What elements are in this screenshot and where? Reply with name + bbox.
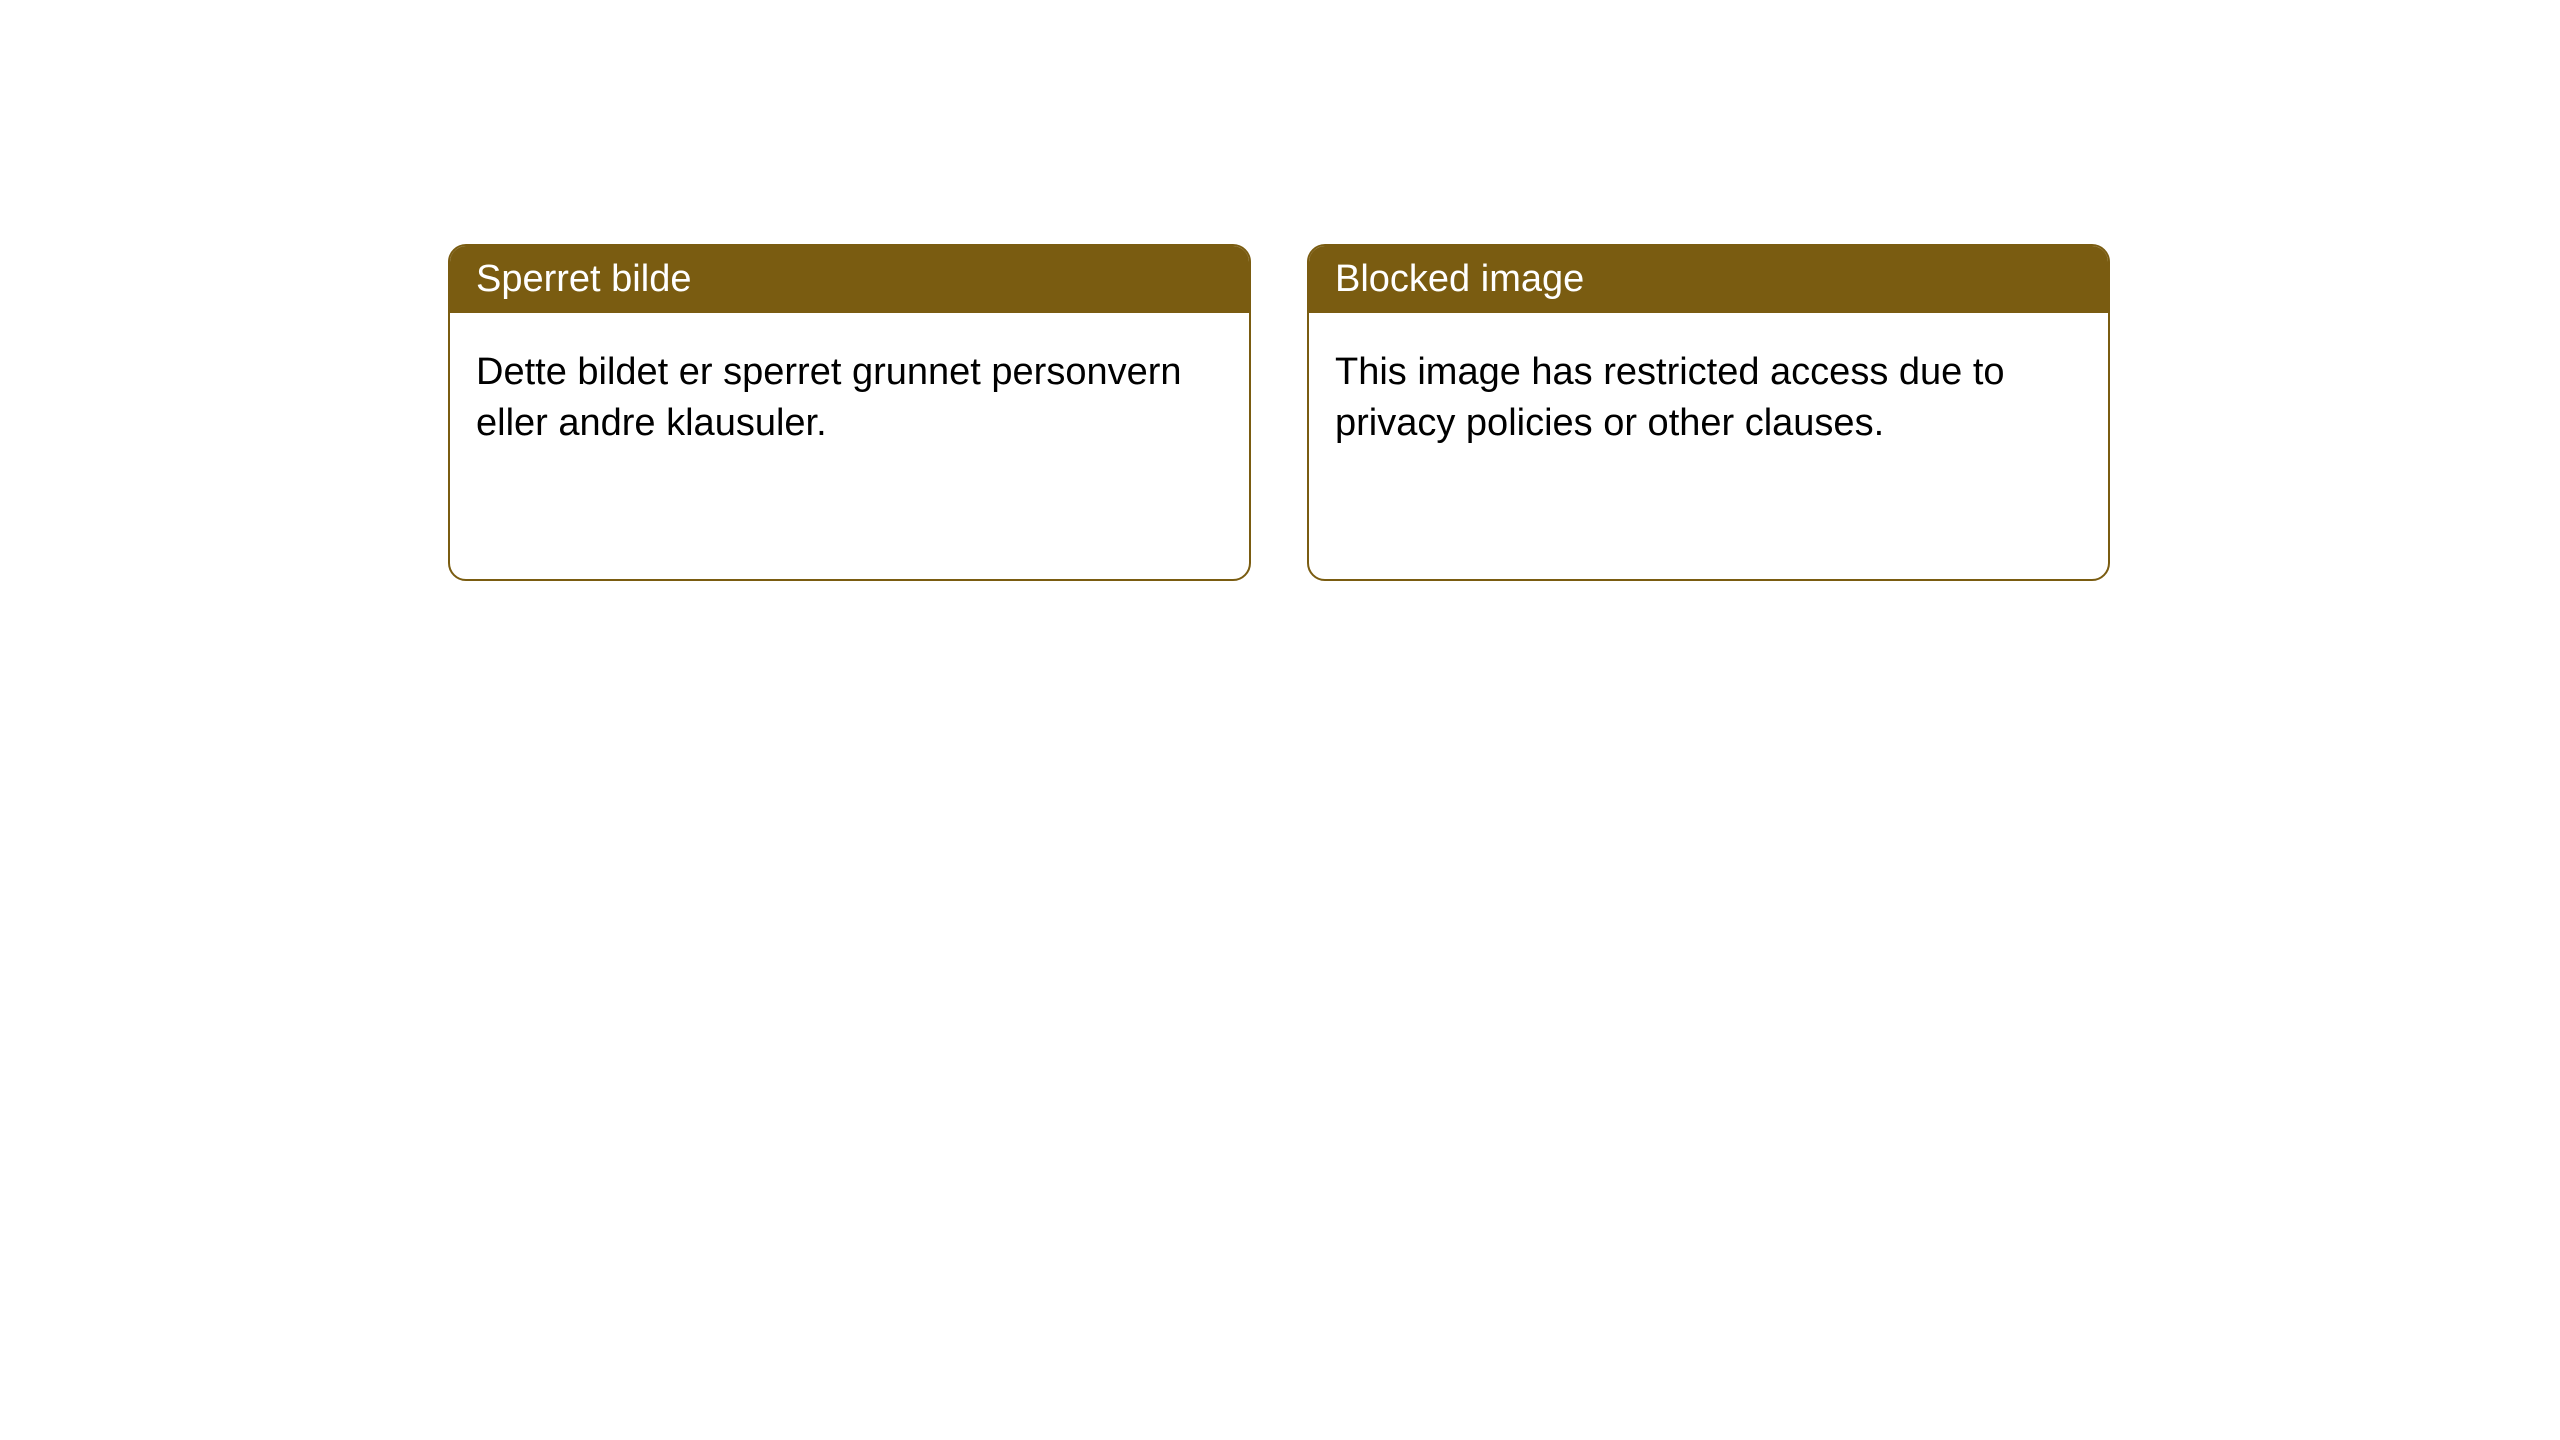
notice-title-no: Sperret bilde xyxy=(450,246,1249,313)
notice-body-en: This image has restricted access due to … xyxy=(1309,313,2108,484)
notice-container: Sperret bilde Dette bildet er sperret gr… xyxy=(0,0,2560,581)
notice-title-en: Blocked image xyxy=(1309,246,2108,313)
notice-card-en: Blocked image This image has restricted … xyxy=(1307,244,2110,581)
notice-body-no: Dette bildet er sperret grunnet personve… xyxy=(450,313,1249,484)
notice-card-no: Sperret bilde Dette bildet er sperret gr… xyxy=(448,244,1251,581)
